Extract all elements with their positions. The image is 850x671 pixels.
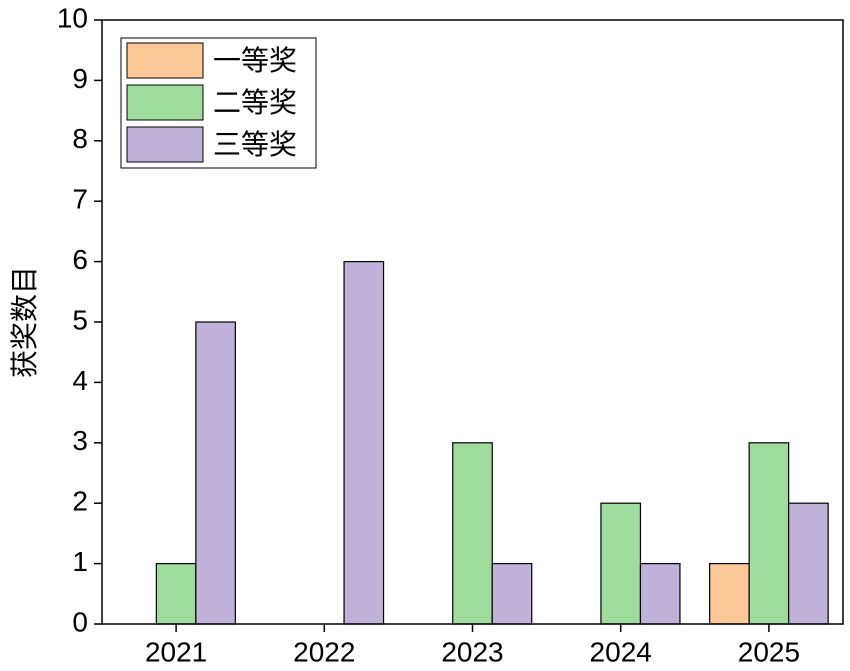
y-tick-label: 10 bbox=[57, 2, 88, 33]
bar bbox=[491, 562, 533, 625]
bar bbox=[788, 502, 829, 625]
x-tick-label: 2021 bbox=[145, 636, 207, 667]
x-tick-label: 2022 bbox=[293, 636, 355, 667]
bar bbox=[452, 442, 493, 625]
y-tick-label: 1 bbox=[72, 546, 88, 577]
plot-frame bbox=[101, 19, 844, 625]
x-tick-label: 2023 bbox=[441, 636, 503, 667]
y-tick-label: 3 bbox=[72, 425, 88, 456]
legend-swatch bbox=[126, 126, 204, 163]
y-tick-label: 5 bbox=[72, 304, 88, 335]
y-axis-label: 获奖数目 bbox=[8, 266, 41, 378]
y-tick-label: 7 bbox=[72, 184, 88, 215]
x-tick-label: 2025 bbox=[738, 636, 800, 667]
bar bbox=[155, 562, 197, 625]
legend-label: 一等奖 bbox=[213, 44, 297, 77]
bar bbox=[343, 261, 385, 625]
bar bbox=[600, 502, 642, 625]
y-tick-label: 6 bbox=[72, 244, 88, 275]
x-tick-label: 2024 bbox=[590, 636, 652, 667]
legend-label: 三等奖 bbox=[213, 128, 297, 161]
y-tick-label: 8 bbox=[72, 123, 88, 154]
bar bbox=[639, 562, 681, 625]
bar bbox=[709, 562, 750, 625]
bar bbox=[748, 442, 790, 625]
y-tick-label: 2 bbox=[72, 486, 88, 517]
legend-swatch bbox=[126, 84, 204, 121]
y-tick-label: 0 bbox=[72, 606, 88, 637]
bar bbox=[195, 321, 236, 625]
y-tick-label: 4 bbox=[72, 365, 88, 396]
legend-label: 二等奖 bbox=[213, 86, 297, 119]
y-tick-label: 9 bbox=[72, 63, 88, 94]
legend-swatch bbox=[126, 42, 204, 79]
